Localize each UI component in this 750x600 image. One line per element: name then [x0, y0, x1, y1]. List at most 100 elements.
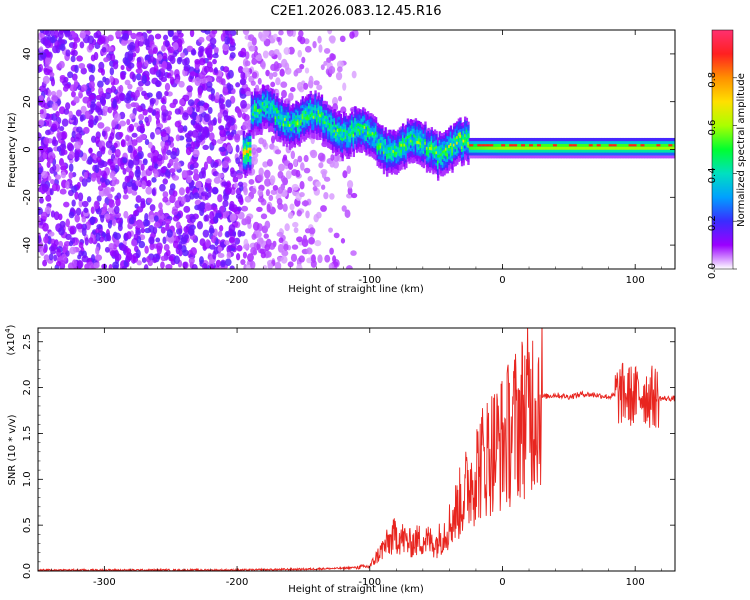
signal-cell: [263, 99, 266, 104]
noise-speckle: [69, 226, 75, 235]
signal-cell: [620, 143, 623, 147]
noise-speckle: [88, 147, 93, 154]
signal-cell: [494, 155, 497, 159]
noise-speckle: [160, 261, 165, 269]
signal-cell: [293, 141, 297, 145]
signal-cell: [400, 126, 403, 130]
signal-cell: [481, 146, 484, 150]
signal-cell: [526, 140, 529, 145]
signal-cell: [419, 136, 422, 140]
signal-cell: [424, 138, 427, 142]
noise-speckle: [309, 227, 316, 235]
signal-cell: [298, 109, 301, 113]
signal-cell: [319, 113, 322, 118]
signal-cell: [352, 153, 355, 158]
noise-speckle: [271, 135, 276, 144]
signal-cell: [362, 127, 365, 131]
signal-cell: [436, 145, 440, 150]
signal-cell: [322, 126, 325, 130]
signal-cell: [384, 135, 387, 140]
signal-cell: [274, 121, 277, 125]
signal-cell: [457, 155, 461, 159]
signal-cell: [327, 133, 330, 137]
signal-cell: [330, 120, 333, 125]
noise-speckle: [60, 171, 67, 179]
noise-speckle: [189, 71, 196, 77]
signal-cell: [451, 169, 454, 173]
noise-speckle: [166, 229, 173, 238]
signal-cell: [277, 132, 281, 137]
signal-cell: [341, 117, 344, 122]
noise-speckle: [90, 172, 97, 182]
signal-cell: [255, 105, 258, 110]
signal-cell: [456, 155, 459, 159]
signal-cell: [602, 149, 606, 153]
signal-cell: [381, 151, 384, 155]
signal-cell: [307, 131, 311, 135]
signal-cell: [465, 152, 469, 156]
signal-cell: [483, 137, 486, 142]
noise-speckle: [98, 140, 106, 149]
signal-cell: [333, 114, 336, 118]
noise-speckle: [71, 130, 76, 139]
noise-speckle: [172, 215, 180, 222]
signal-cell: [269, 88, 273, 92]
noise-speckle: [320, 64, 325, 71]
signal-cell: [542, 143, 545, 147]
signal-cell: [293, 107, 297, 111]
signal-cell: [444, 133, 448, 137]
noise-speckle: [288, 92, 294, 101]
signal-cell: [333, 123, 336, 127]
noise-speckle: [336, 66, 343, 73]
signal-cell: [573, 137, 577, 142]
signal-cell: [301, 96, 305, 100]
signal-cell: [331, 147, 335, 151]
signal-cell: [328, 119, 332, 124]
signal-cell: [303, 106, 306, 111]
signal-cell: [258, 116, 262, 120]
signal-cell: [363, 145, 367, 150]
signal-cell: [349, 133, 352, 137]
signal-cell: [424, 153, 427, 157]
signal-cell: [307, 105, 311, 109]
signal-cell: [309, 105, 312, 109]
noise-speckle: [59, 143, 67, 151]
signal-cell: [272, 101, 276, 105]
noise-speckle: [62, 246, 67, 254]
signal-cell: [279, 119, 282, 123]
noise-speckle: [307, 79, 314, 88]
signal-cell: [268, 103, 271, 107]
signal-cell: [494, 140, 497, 145]
noise-speckle: [78, 241, 84, 249]
noise-speckle: [217, 172, 225, 179]
signal-cell: [335, 138, 338, 142]
signal-cell: [387, 158, 391, 162]
noise-speckle: [71, 90, 76, 98]
signal-cell: [325, 115, 328, 119]
noise-speckle: [94, 115, 99, 124]
signal-cell: [264, 91, 268, 95]
signal-cell: [607, 146, 610, 150]
signal-cell: [589, 152, 593, 156]
noise-speckle: [74, 191, 79, 200]
signal-cell: [421, 132, 424, 136]
signal-cell: [408, 149, 411, 153]
noise-speckle: [310, 149, 318, 159]
noise-speckle: [202, 229, 210, 238]
noise-speckle: [133, 102, 139, 108]
signal-cell: [594, 140, 598, 145]
noise-speckle: [58, 60, 65, 69]
signal-cell: [349, 142, 352, 146]
signal-cell: [615, 149, 618, 153]
noise-speckle: [140, 126, 146, 134]
signal-cell: [338, 150, 341, 154]
signal-cell: [335, 147, 338, 151]
signal-cell: [314, 101, 317, 106]
signal-cell: [451, 146, 454, 150]
signal-cell: [395, 171, 398, 175]
signal-cell: [288, 118, 292, 122]
signal-cell: [249, 150, 252, 154]
signal-cell: [292, 103, 295, 107]
signal-cell: [250, 126, 254, 130]
noise-speckle: [181, 245, 187, 253]
